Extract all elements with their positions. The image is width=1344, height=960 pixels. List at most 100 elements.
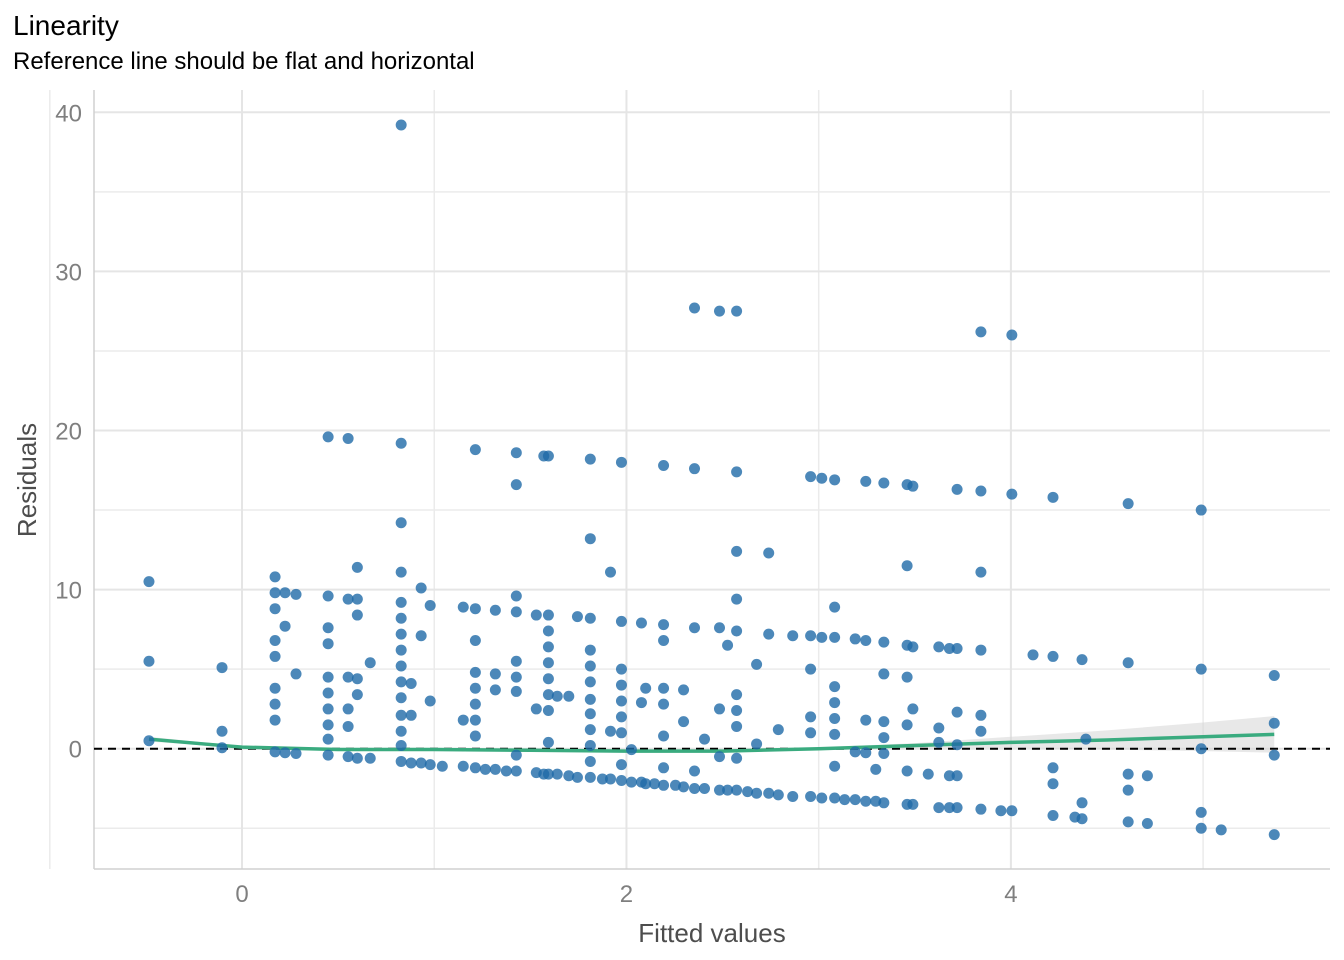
data-point: [584, 453, 596, 465]
data-point: [829, 681, 841, 693]
x-axis-label: Fitted values: [638, 918, 785, 948]
data-point: [415, 582, 427, 594]
data-point: [878, 636, 890, 648]
data-point: [829, 760, 841, 772]
data-point: [143, 735, 155, 747]
data-point: [943, 642, 955, 654]
data-point: [860, 635, 872, 647]
data-point: [658, 459, 670, 471]
data-point: [424, 600, 436, 612]
data-point: [878, 668, 890, 680]
data-point: [878, 732, 890, 744]
data-point: [322, 431, 334, 443]
x-tick-label: 2: [620, 881, 633, 908]
data-point: [907, 798, 919, 810]
data-point: [457, 714, 469, 726]
data-point: [469, 666, 481, 678]
data-point: [731, 545, 743, 557]
data-point: [269, 603, 281, 615]
y-tick-label: 30: [55, 259, 82, 286]
data-point: [571, 771, 583, 783]
x-tick-label: 0: [235, 881, 248, 908]
data-point: [658, 762, 670, 774]
data-point: [290, 668, 302, 680]
data-point: [860, 795, 872, 807]
data-point: [975, 485, 987, 497]
data-point: [395, 119, 407, 131]
data-point: [878, 477, 890, 489]
data-point: [1006, 488, 1018, 500]
data-point: [951, 770, 963, 782]
data-point: [615, 727, 627, 739]
data-point: [689, 302, 701, 314]
data-point: [342, 432, 354, 444]
data-point: [615, 759, 627, 771]
data-point: [395, 596, 407, 608]
data-point: [1215, 824, 1227, 836]
x-tick-label: 4: [1004, 881, 1017, 908]
data-point: [322, 733, 334, 745]
data-point: [625, 776, 637, 788]
data-point: [342, 703, 354, 715]
data-point: [510, 606, 522, 618]
data-point: [1047, 778, 1059, 790]
data-point: [1268, 670, 1280, 682]
chart-subtitle: Reference line should be flat and horizo…: [13, 48, 475, 75]
data-point: [860, 747, 872, 759]
data-point: [542, 768, 554, 780]
data-point: [763, 787, 775, 799]
data-point: [1027, 649, 1039, 661]
data-point: [510, 655, 522, 667]
data-point: [405, 677, 417, 689]
data-point: [849, 633, 861, 645]
data-point: [829, 712, 841, 724]
data-point: [1195, 822, 1207, 834]
data-point: [510, 765, 522, 777]
data-point: [605, 773, 617, 785]
data-point: [605, 725, 617, 737]
data-point: [763, 547, 775, 559]
data-point: [322, 638, 334, 650]
data-point: [901, 560, 913, 572]
data-point: [787, 630, 799, 642]
data-point: [713, 751, 725, 763]
data-point: [530, 609, 542, 621]
data-point: [731, 625, 743, 637]
data-point: [975, 644, 987, 656]
data-point: [269, 714, 281, 726]
data-point: [689, 782, 701, 794]
data-point: [678, 716, 690, 728]
data-point: [995, 805, 1007, 817]
data-point: [615, 711, 627, 723]
data-point: [772, 789, 784, 801]
data-point: [933, 802, 945, 814]
data-point: [1076, 813, 1088, 825]
data-point: [751, 738, 763, 750]
data-point: [975, 709, 987, 721]
data-point: [216, 662, 228, 674]
data-point: [1006, 329, 1018, 341]
data-point: [342, 593, 354, 605]
data-point: [731, 720, 743, 732]
data-point: [542, 673, 554, 685]
y-tick-label: 10: [55, 578, 82, 605]
data-point: [1076, 654, 1088, 666]
data-point: [469, 635, 481, 647]
data-point: [542, 689, 554, 701]
data-point: [1047, 491, 1059, 503]
data-point: [713, 784, 725, 796]
data-point: [829, 697, 841, 709]
data-point: [457, 760, 469, 772]
data-point: [216, 742, 228, 754]
data-point: [269, 682, 281, 694]
data-point: [625, 744, 637, 756]
data-point: [699, 733, 711, 745]
data-point: [351, 752, 363, 764]
data-point: [542, 641, 554, 653]
data-point: [731, 705, 743, 717]
data-point: [469, 698, 481, 710]
data-point: [1122, 768, 1134, 780]
data-point: [489, 604, 501, 616]
data-point: [772, 724, 784, 736]
data-point: [975, 566, 987, 578]
